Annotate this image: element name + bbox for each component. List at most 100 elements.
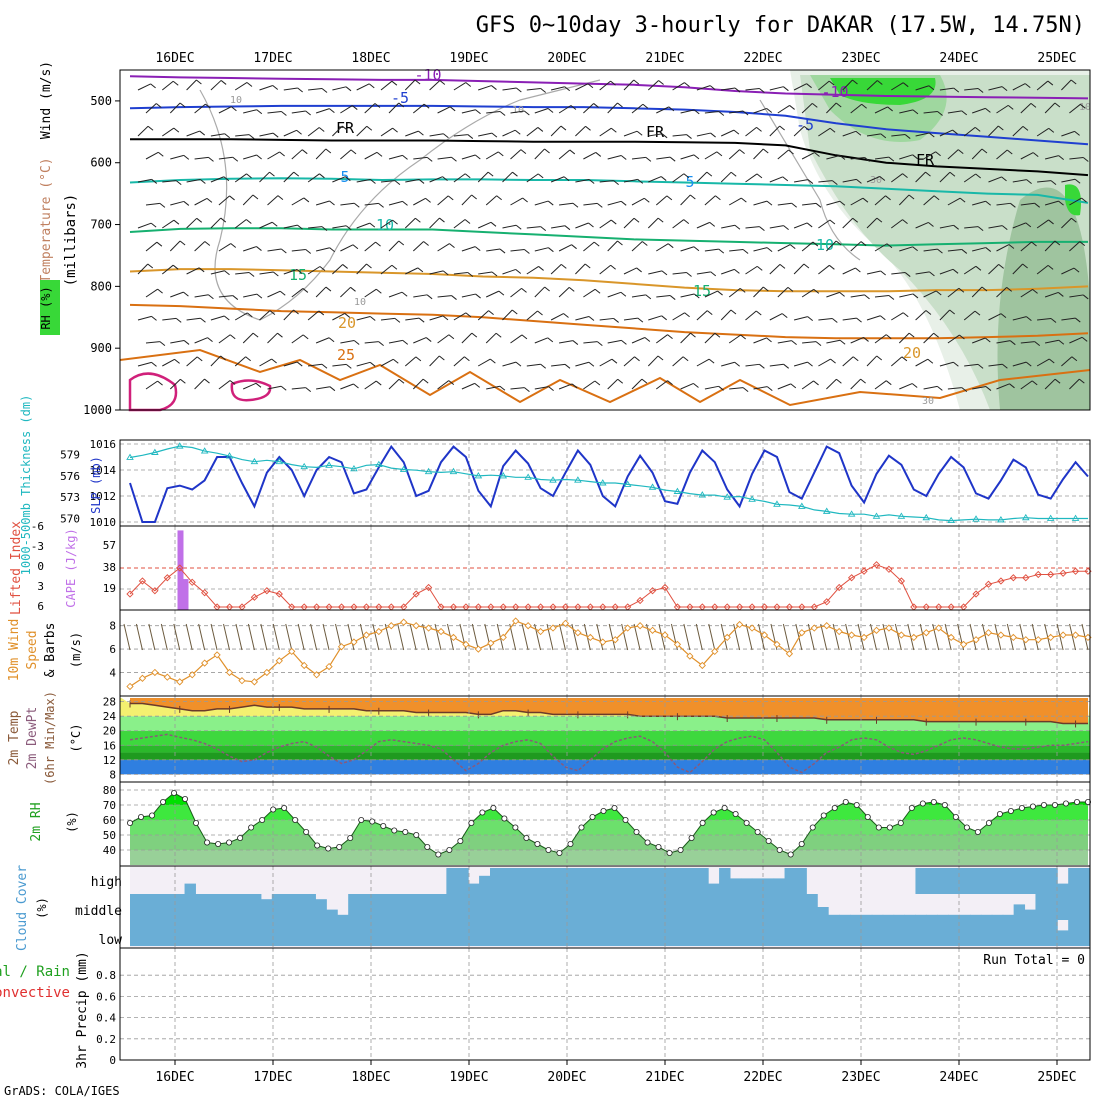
- wind-barb: [412, 103, 425, 114]
- rh-point: [864, 814, 871, 821]
- rh-axis-label-1: 2m RH: [29, 802, 44, 841]
- wind-barb-flag: [572, 340, 579, 345]
- wind-barb: [434, 623, 442, 651]
- wind-barb: [850, 197, 864, 206]
- wind-barb: [510, 334, 523, 344]
- wind-barb-flag: [495, 332, 502, 338]
- cloud-cell-high: [599, 868, 611, 894]
- wind-barb: [850, 294, 865, 298]
- wind-barb: [486, 248, 501, 252]
- wind-barb-flag: [157, 380, 163, 386]
- wind-barb: [607, 291, 622, 298]
- pressure-tick-label: 700: [90, 218, 112, 232]
- wind-barb: [521, 623, 529, 651]
- wind-barb-flag: [179, 240, 186, 246]
- cloud-cell-middle: [522, 894, 535, 920]
- wind-barb-flag: [741, 197, 747, 203]
- wind-barb-flag: [933, 332, 939, 338]
- cloud-cell-middle: [1068, 894, 1080, 920]
- cloud-cell-middle: [402, 894, 415, 920]
- wind-barb: [947, 110, 962, 114]
- wind-barb: [623, 130, 638, 137]
- wind-barb-flag: [584, 263, 591, 269]
- wind-barb-flag: [682, 356, 689, 362]
- bottom-day-label: 23DEC: [841, 1070, 880, 1085]
- wind-barb: [1036, 358, 1050, 367]
- wind-barb: [870, 623, 877, 651]
- wind-barb: [307, 266, 321, 275]
- wind-barb: [437, 380, 450, 390]
- wind-barb-flag: [961, 249, 968, 254]
- wind-barb: [996, 383, 1010, 390]
- wind-barb-flag: [597, 341, 603, 346]
- wind-barb: [769, 125, 780, 137]
- wind-barb: [704, 290, 718, 298]
- precip-tick-label: 0.8: [96, 969, 116, 982]
- rh-label: 10: [354, 297, 366, 308]
- cloud-cell-middle: [304, 894, 316, 920]
- wind-speed-point: [810, 624, 818, 632]
- wind-barb: [939, 87, 954, 91]
- rh-point: [248, 824, 255, 831]
- wind-barb: [996, 104, 1009, 114]
- rh-point: [204, 839, 211, 846]
- wind-barb: [1012, 361, 1027, 367]
- wind-barb: [137, 125, 149, 137]
- wind-barb: [826, 200, 841, 206]
- wind-barb: [704, 111, 719, 114]
- wind-barb: [899, 154, 913, 160]
- wind-barb: [162, 358, 175, 367]
- wind-barb: [793, 222, 808, 229]
- cloud-cell-middle: [795, 894, 807, 920]
- wind-barb-flag: [471, 194, 477, 200]
- thickness-point: [524, 473, 532, 480]
- wind-barb: [1056, 623, 1064, 651]
- wind-barb-flag: [839, 339, 846, 345]
- cloud-cell-low: [784, 920, 796, 946]
- cloud-cell-low: [828, 920, 840, 946]
- top-day-label: 21DEC: [645, 51, 684, 66]
- wind-speed-point: [424, 624, 433, 632]
- wind-barb-flag: [540, 226, 547, 231]
- wind-barb: [969, 623, 977, 651]
- wind-barb: [243, 246, 257, 252]
- wind-barb: [194, 294, 209, 298]
- wind-barb-flag: [475, 293, 481, 299]
- cloud-cell-middle: [1046, 894, 1058, 920]
- wind-barb: [1044, 378, 1056, 390]
- wind-speed-point: [586, 633, 594, 642]
- cloud-cell-low: [217, 920, 229, 946]
- wind-barb: [283, 224, 298, 229]
- wind-barb-flag: [465, 312, 472, 318]
- lifted-index-point: [872, 561, 881, 569]
- wind-barb: [915, 222, 929, 229]
- wind-barb-flag: [807, 361, 813, 367]
- cloud-cell-high: [926, 868, 938, 894]
- thickness-point: [648, 483, 657, 490]
- wind-speed-point: [1071, 631, 1080, 639]
- wind-speed-point: [624, 624, 632, 632]
- wind-barb-flag: [302, 334, 309, 340]
- wind-barb: [680, 154, 695, 160]
- wind-barb-flag: [449, 106, 456, 112]
- wind-barb: [315, 337, 330, 344]
- cloud-cell-middle: [435, 894, 447, 920]
- wind-barb-flag: [790, 383, 797, 389]
- wind-barb: [1012, 83, 1026, 91]
- wind-barb: [308, 88, 323, 91]
- lifted-index-line: [129, 564, 1088, 608]
- lifted-index-point: [163, 574, 171, 582]
- wind-barb: [148, 623, 156, 651]
- rh-shade-70: [830, 78, 936, 105]
- wind-barb: [850, 241, 862, 252]
- wind-barb-flag: [708, 358, 715, 364]
- rh-point: [512, 824, 519, 831]
- cloud-cell-middle: [359, 894, 371, 920]
- wind-barb-flag: [864, 294, 870, 300]
- rh-point: [314, 842, 321, 849]
- wind-barb: [461, 194, 473, 206]
- wind-barb-flag: [717, 290, 723, 296]
- wind-barb-flag: [524, 249, 530, 254]
- wind-axis-label-1: 10m Wind: [7, 619, 22, 682]
- rh-point: [820, 812, 827, 819]
